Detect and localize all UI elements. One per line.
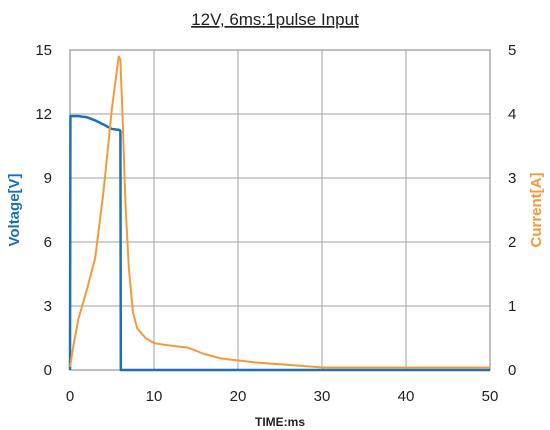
- y-left-tick-label: 12: [35, 106, 52, 123]
- x-tick-label: 30: [314, 388, 331, 405]
- series-group: [68, 55, 490, 372]
- plot-frame: [69, 49, 491, 371]
- grid: [69, 49, 491, 371]
- y-right-tick-label: 2: [508, 234, 516, 251]
- x-tick-label: 20: [230, 388, 247, 405]
- y-right-tick-label: 4: [508, 106, 516, 123]
- y-left-tick-label: 15: [35, 42, 52, 59]
- x-axis-label: TIME:ms: [255, 415, 305, 429]
- y-left-tick-label: 6: [44, 234, 52, 251]
- y-left-tick-label: 0: [44, 362, 52, 379]
- y-left-tick-label: 3: [44, 298, 52, 315]
- x-tick-label: 0: [66, 388, 74, 405]
- x-tick-label: 50: [482, 388, 499, 405]
- x-tick-label: 10: [146, 388, 163, 405]
- current-series-line: [69, 55, 490, 369]
- y-left-tick-label: 9: [44, 170, 52, 187]
- y-right-tick-label: 3: [508, 170, 516, 187]
- y-right-tick-label: 0: [508, 362, 516, 379]
- y-right-tick-label: 5: [508, 42, 516, 59]
- y-axis-left-label: Voltage[V]: [6, 173, 23, 246]
- y-axis-right-label: Current[A]: [528, 173, 545, 248]
- x-tick-label: 40: [398, 388, 415, 405]
- chart-title: 12V, 6ms:1pulse Input: [191, 10, 359, 29]
- y-right-tick-label: 1: [508, 298, 516, 315]
- voltage-series-line: [68, 114, 490, 372]
